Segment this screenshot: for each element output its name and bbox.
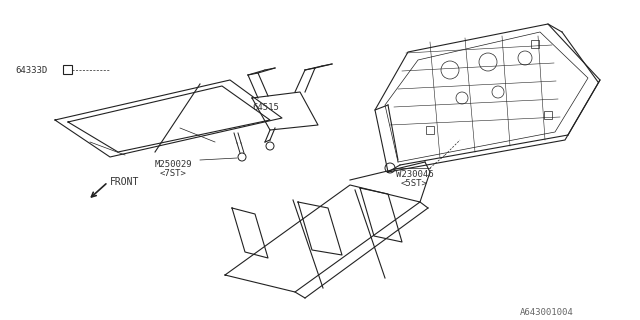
Text: 64515: 64515 (252, 103, 279, 112)
Text: <7ST>: <7ST> (160, 169, 187, 178)
Text: <5ST>: <5ST> (401, 179, 428, 188)
Text: A643001004: A643001004 (520, 308, 573, 317)
Text: 64333D: 64333D (15, 66, 47, 75)
Bar (426, 126, 434, 134)
Text: FRONT: FRONT (110, 177, 140, 187)
Text: W230046: W230046 (396, 170, 434, 179)
Bar (63, 65, 72, 74)
Bar (531, 40, 539, 48)
Text: M250029: M250029 (155, 160, 193, 169)
Bar (544, 111, 552, 119)
